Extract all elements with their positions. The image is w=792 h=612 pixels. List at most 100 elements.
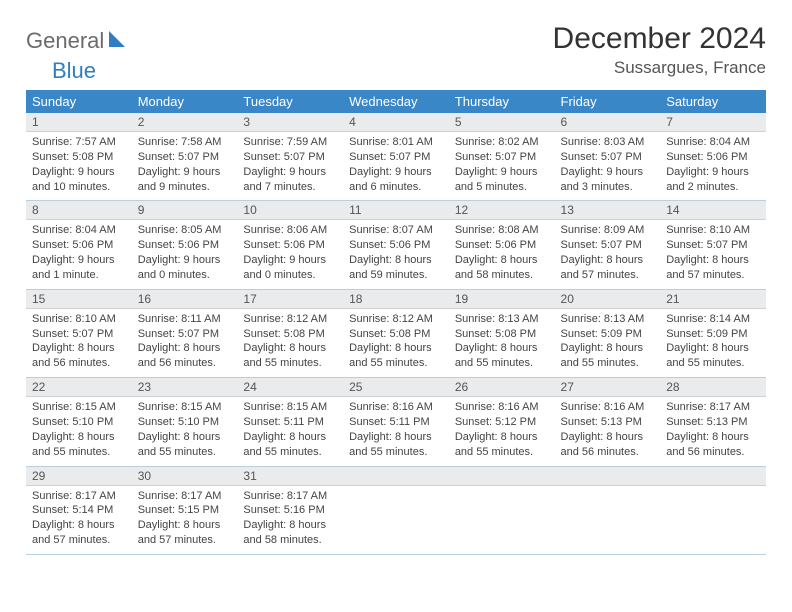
day-body: Sunrise: 8:06 AMSunset: 5:06 PMDaylight:… [237,220,343,288]
calendar-cell: 3Sunrise: 7:59 AMSunset: 5:07 PMDaylight… [237,113,343,201]
sunrise-text: Sunrise: 8:17 AM [138,489,232,504]
daylight-text: Daylight: 8 hours and 55 minutes. [138,430,232,460]
calendar-cell: 2Sunrise: 7:58 AMSunset: 5:07 PMDaylight… [132,113,238,201]
sunset-text: Sunset: 5:09 PM [666,327,760,342]
sunrise-text: Sunrise: 8:12 AM [243,312,337,327]
daylight-text: Daylight: 9 hours and 5 minutes. [455,165,549,195]
weekday-header: Thursday [449,90,555,113]
day-body-empty [449,486,555,544]
sunrise-text: Sunrise: 8:10 AM [32,312,126,327]
sunrise-text: Sunrise: 8:16 AM [561,400,655,415]
calendar-week-row: 1Sunrise: 7:57 AMSunset: 5:08 PMDaylight… [26,113,766,201]
day-body: Sunrise: 8:08 AMSunset: 5:06 PMDaylight:… [449,220,555,288]
sunrise-text: Sunrise: 8:16 AM [455,400,549,415]
daylight-text: Daylight: 8 hours and 56 minutes. [666,430,760,460]
sunrise-text: Sunrise: 7:57 AM [32,135,126,150]
day-body: Sunrise: 8:12 AMSunset: 5:08 PMDaylight:… [237,309,343,377]
sunset-text: Sunset: 5:07 PM [455,150,549,165]
calendar-week-row: 29Sunrise: 8:17 AMSunset: 5:14 PMDayligh… [26,466,766,554]
sunset-text: Sunset: 5:07 PM [349,150,443,165]
weekday-header: Monday [132,90,238,113]
day-number: 22 [26,378,132,397]
sunset-text: Sunset: 5:08 PM [455,327,549,342]
sunrise-text: Sunrise: 8:17 AM [243,489,337,504]
daylight-text: Daylight: 8 hours and 55 minutes. [32,430,126,460]
day-body-empty [660,486,766,544]
sunrise-text: Sunrise: 8:12 AM [349,312,443,327]
daylight-text: Daylight: 8 hours and 55 minutes. [666,341,760,371]
calendar-cell: 30Sunrise: 8:17 AMSunset: 5:15 PMDayligh… [132,466,238,554]
calendar-cell: 20Sunrise: 8:13 AMSunset: 5:09 PMDayligh… [555,289,661,377]
calendar-week-row: 15Sunrise: 8:10 AMSunset: 5:07 PMDayligh… [26,289,766,377]
daylight-text: Daylight: 8 hours and 57 minutes. [138,518,232,548]
day-body: Sunrise: 7:58 AMSunset: 5:07 PMDaylight:… [132,132,238,200]
daylight-text: Daylight: 9 hours and 0 minutes. [138,253,232,283]
sunrise-text: Sunrise: 7:59 AM [243,135,337,150]
sunrise-text: Sunrise: 8:16 AM [349,400,443,415]
weekday-header: Sunday [26,90,132,113]
day-body: Sunrise: 8:03 AMSunset: 5:07 PMDaylight:… [555,132,661,200]
day-body: Sunrise: 8:09 AMSunset: 5:07 PMDaylight:… [555,220,661,288]
sunset-text: Sunset: 5:10 PM [32,415,126,430]
weekday-header: Wednesday [343,90,449,113]
day-body: Sunrise: 8:04 AMSunset: 5:06 PMDaylight:… [26,220,132,288]
day-body: Sunrise: 8:15 AMSunset: 5:10 PMDaylight:… [132,397,238,465]
sunset-text: Sunset: 5:08 PM [243,327,337,342]
day-number: 28 [660,378,766,397]
day-number: 2 [132,113,238,132]
sunset-text: Sunset: 5:13 PM [666,415,760,430]
sunset-text: Sunset: 5:08 PM [32,150,126,165]
day-number: 11 [343,201,449,220]
day-number: 14 [660,201,766,220]
day-number-empty [660,467,766,486]
daylight-text: Daylight: 8 hours and 55 minutes. [349,341,443,371]
daylight-text: Daylight: 9 hours and 1 minute. [32,253,126,283]
sunrise-text: Sunrise: 8:03 AM [561,135,655,150]
daylight-text: Daylight: 9 hours and 3 minutes. [561,165,655,195]
day-number: 8 [26,201,132,220]
sunrise-text: Sunrise: 8:14 AM [666,312,760,327]
day-body: Sunrise: 8:10 AMSunset: 5:07 PMDaylight:… [26,309,132,377]
daylight-text: Daylight: 8 hours and 56 minutes. [561,430,655,460]
day-number: 6 [555,113,661,132]
daylight-text: Daylight: 8 hours and 55 minutes. [349,430,443,460]
logo: General [26,22,132,54]
calendar-cell: 9Sunrise: 8:05 AMSunset: 5:06 PMDaylight… [132,201,238,289]
day-body: Sunrise: 8:15 AMSunset: 5:10 PMDaylight:… [26,397,132,465]
calendar-cell: 7Sunrise: 8:04 AMSunset: 5:06 PMDaylight… [660,113,766,201]
calendar-cell: 24Sunrise: 8:15 AMSunset: 5:11 PMDayligh… [237,378,343,466]
sunrise-text: Sunrise: 8:11 AM [138,312,232,327]
sunrise-text: Sunrise: 8:06 AM [243,223,337,238]
sunrise-text: Sunrise: 8:15 AM [32,400,126,415]
sunrise-text: Sunrise: 8:02 AM [455,135,549,150]
day-number: 23 [132,378,238,397]
sunrise-text: Sunrise: 8:07 AM [349,223,443,238]
day-body: Sunrise: 8:01 AMSunset: 5:07 PMDaylight:… [343,132,449,200]
sunrise-text: Sunrise: 8:08 AM [455,223,549,238]
day-number-empty [449,467,555,486]
calendar-cell: 31Sunrise: 8:17 AMSunset: 5:16 PMDayligh… [237,466,343,554]
sunset-text: Sunset: 5:10 PM [138,415,232,430]
calendar-cell: 14Sunrise: 8:10 AMSunset: 5:07 PMDayligh… [660,201,766,289]
daylight-text: Daylight: 9 hours and 10 minutes. [32,165,126,195]
day-number: 15 [26,290,132,309]
day-number: 30 [132,467,238,486]
calendar-cell: 12Sunrise: 8:08 AMSunset: 5:06 PMDayligh… [449,201,555,289]
logo-text-blue: Blue [52,58,96,84]
sunset-text: Sunset: 5:07 PM [138,327,232,342]
calendar-cell: 21Sunrise: 8:14 AMSunset: 5:09 PMDayligh… [660,289,766,377]
day-number: 3 [237,113,343,132]
daylight-text: Daylight: 9 hours and 7 minutes. [243,165,337,195]
weekday-header-row: Sunday Monday Tuesday Wednesday Thursday… [26,90,766,113]
daylight-text: Daylight: 8 hours and 55 minutes. [243,430,337,460]
calendar-cell: 16Sunrise: 8:11 AMSunset: 5:07 PMDayligh… [132,289,238,377]
day-number: 4 [343,113,449,132]
day-body: Sunrise: 8:13 AMSunset: 5:08 PMDaylight:… [449,309,555,377]
logo-text-gray: General [26,28,104,54]
sunrise-text: Sunrise: 8:09 AM [561,223,655,238]
logo-sail-icon [108,29,130,54]
title-block: December 2024 Sussargues, France [553,22,766,78]
day-number-empty [555,467,661,486]
daylight-text: Daylight: 8 hours and 56 minutes. [32,341,126,371]
sunset-text: Sunset: 5:06 PM [666,150,760,165]
